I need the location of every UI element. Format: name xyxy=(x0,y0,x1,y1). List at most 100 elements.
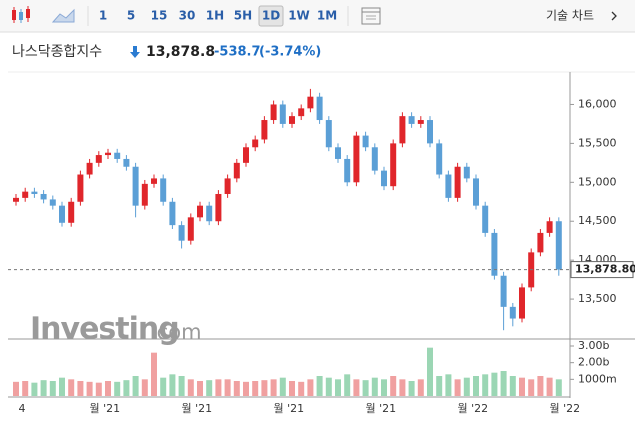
volume-bar xyxy=(500,371,507,396)
volume-bar xyxy=(59,377,65,396)
volume-bar xyxy=(22,381,29,396)
volume-bar xyxy=(68,379,75,396)
watermark-suffix: .com xyxy=(150,320,202,344)
volume-bar xyxy=(160,377,167,396)
candle-body xyxy=(371,147,378,171)
candle-body xyxy=(233,162,240,179)
y-tick-label: 16,000 xyxy=(578,97,617,110)
candle-body xyxy=(546,221,553,233)
interval-button[interactable]: 1H xyxy=(206,9,224,23)
candle-body xyxy=(252,139,259,148)
down-arrow xyxy=(130,46,140,58)
y2-tick-label: 3.00b xyxy=(578,339,609,352)
volume-bar xyxy=(86,381,93,396)
volume-bar xyxy=(114,381,121,396)
interval-button[interactable]: 1M xyxy=(317,9,337,23)
volume-bar xyxy=(289,381,295,396)
candle-body xyxy=(270,104,277,121)
interval-button[interactable]: 1W xyxy=(288,9,310,23)
volume-bar xyxy=(243,381,249,396)
x-tick-label: 4 xyxy=(19,402,26,415)
candle-body xyxy=(215,193,222,222)
volume-bar xyxy=(335,379,341,396)
volume-bar xyxy=(151,352,157,396)
change-percent: (-3.74%) xyxy=(259,45,321,60)
volume-bar xyxy=(482,374,489,396)
volume-bar xyxy=(528,379,535,396)
y-tick-label: 15,000 xyxy=(578,175,617,188)
volume-bar xyxy=(252,381,259,396)
volume-bar xyxy=(344,374,351,396)
volume-bar xyxy=(49,381,56,396)
candle-body xyxy=(537,232,544,253)
candle-body xyxy=(454,166,461,198)
volume-bar xyxy=(40,380,47,396)
volume-bar xyxy=(537,376,544,396)
candle-body xyxy=(509,306,516,319)
candle-body xyxy=(105,152,111,156)
candle-body xyxy=(362,135,369,148)
volume-bar xyxy=(399,379,406,396)
volume-bar xyxy=(233,381,240,396)
x-tick-label: 월 '21 xyxy=(365,402,396,415)
candle-body xyxy=(279,104,286,124)
watermark-brand: Investing xyxy=(30,312,179,347)
candle-body xyxy=(178,225,185,241)
candle-body xyxy=(298,108,305,117)
volume-bar xyxy=(436,376,443,396)
candle-body xyxy=(381,170,387,187)
candle-body xyxy=(307,96,314,109)
candle-body xyxy=(473,178,479,206)
volume-bar xyxy=(270,379,277,396)
candle-body xyxy=(482,205,489,233)
candle-body xyxy=(49,199,56,206)
volume-bar xyxy=(279,377,286,396)
interval-button[interactable]: 1 xyxy=(99,9,107,23)
candle-body xyxy=(114,152,121,159)
volume-bar xyxy=(325,377,332,396)
volume-bar xyxy=(491,372,498,396)
volume-bar xyxy=(77,381,84,396)
y2-tick-label: 1000m xyxy=(578,372,617,385)
interval-button[interactable]: 1D xyxy=(262,9,280,23)
candle-body xyxy=(141,183,148,206)
screenshot-icon[interactable] xyxy=(361,7,381,25)
candle-body xyxy=(445,174,452,198)
volume-bar xyxy=(169,374,176,396)
volume-bar xyxy=(206,380,213,396)
candle-body xyxy=(390,143,397,187)
volume-bar xyxy=(261,380,268,396)
volume-bar xyxy=(417,379,424,396)
interval-button[interactable]: 15 xyxy=(151,9,168,23)
candle-body xyxy=(463,166,470,179)
technical-chart-link[interactable]: 기술 차트 xyxy=(546,9,594,23)
candle-body xyxy=(224,178,231,194)
candle-body xyxy=(399,116,406,144)
volume-bar xyxy=(445,374,452,396)
price: 13,878.8 xyxy=(146,44,215,60)
candle-body xyxy=(151,178,157,184)
candle-body xyxy=(13,197,19,202)
candle-body xyxy=(123,158,130,167)
candle-body xyxy=(197,205,203,218)
volume-bar xyxy=(316,376,323,396)
volume-bar xyxy=(408,381,415,396)
candle-body xyxy=(31,191,38,194)
volume-bar xyxy=(132,376,139,396)
interval-button[interactable]: 30 xyxy=(179,9,196,23)
volume-bar xyxy=(298,381,305,396)
candle-body xyxy=(491,232,498,276)
interval-button[interactable]: 5H xyxy=(234,9,252,23)
change: -538.7 xyxy=(214,45,261,60)
candle-body xyxy=(261,120,268,140)
interval-button[interactable]: 5 xyxy=(127,9,135,23)
volume-bar xyxy=(31,382,38,396)
area-icon[interactable] xyxy=(51,8,75,23)
candle-icon[interactable] xyxy=(12,6,30,23)
volume-bar xyxy=(427,347,433,396)
volume-bar xyxy=(546,377,553,396)
volume-bar xyxy=(390,376,397,396)
candle-body xyxy=(417,120,424,124)
